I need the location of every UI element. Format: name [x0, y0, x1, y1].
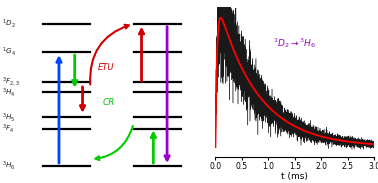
Text: $^3F_{2,3}$: $^3F_{2,3}$: [2, 76, 20, 88]
Text: $^1G_4$: $^1G_4$: [2, 46, 16, 58]
Text: $^3H_5$: $^3H_5$: [2, 111, 15, 124]
Text: CR: CR: [102, 98, 115, 107]
Text: $^1D_2 \rightarrow {}^3H_6$: $^1D_2 \rightarrow {}^3H_6$: [273, 37, 316, 51]
X-axis label: t (ms): t (ms): [281, 172, 308, 181]
Text: ETU: ETU: [98, 63, 115, 72]
FancyArrowPatch shape: [96, 126, 133, 160]
Text: $^3H_4$: $^3H_4$: [2, 86, 16, 99]
Text: $^3F_4$: $^3F_4$: [2, 123, 14, 135]
Text: $^3H_6$: $^3H_6$: [2, 160, 16, 172]
Text: $^1D_2$: $^1D_2$: [2, 18, 16, 30]
FancyArrowPatch shape: [90, 25, 129, 85]
